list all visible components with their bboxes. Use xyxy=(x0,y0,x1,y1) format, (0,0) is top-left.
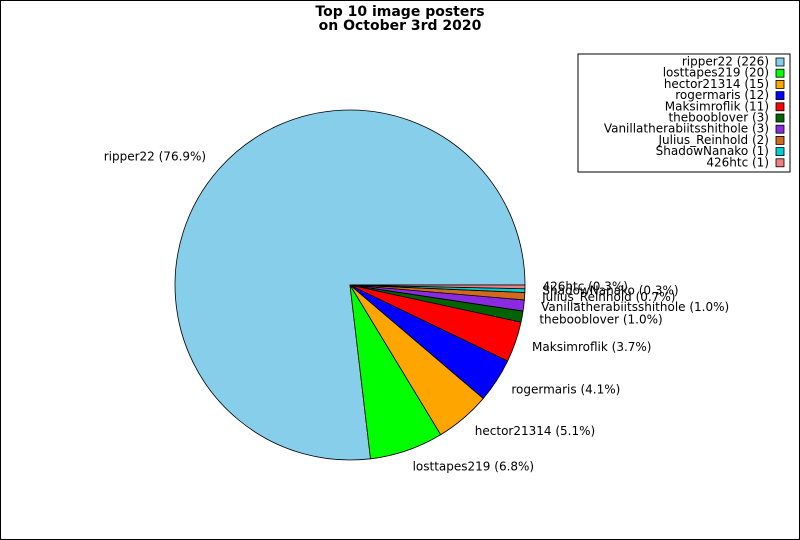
chart-title: Top 10 image posters xyxy=(315,4,484,20)
slice-label: Vanillatherabiitsshithole (1.0%) xyxy=(541,300,729,314)
legend-label: thebooblover (3) xyxy=(668,111,769,125)
legend-swatch xyxy=(775,113,785,123)
chart-title: on October 3rd 2020 xyxy=(319,18,482,34)
slice-label: ripper22 (76.9%) xyxy=(104,150,206,164)
legend-label: Julius_Reinhold (2) xyxy=(657,133,769,147)
legend-swatch xyxy=(775,147,785,157)
legend-swatch xyxy=(775,68,785,78)
legend-swatch xyxy=(775,124,785,134)
legend-box xyxy=(577,53,791,173)
legend-label: ripper22 (226) xyxy=(682,55,769,69)
slice-label: Julius_Reinhold (0.7%) xyxy=(541,290,675,304)
slice-label: hector21314 (5.1%) xyxy=(475,424,595,438)
legend-label: hector21314 (15) xyxy=(664,77,769,91)
legend-label: Maksimroflik (11) xyxy=(665,99,769,113)
legend-swatch xyxy=(775,80,785,89)
slice-label: Maksimroflik (3.7%) xyxy=(532,340,651,354)
legend-swatch xyxy=(775,135,785,145)
legend-label: Vanillatherabiitsshithole (3) xyxy=(604,122,769,136)
legend-label: rogermaris (12) xyxy=(675,88,769,102)
legend-label: ShadowNanako (1) xyxy=(656,144,769,158)
slice-label: losttapes219 (6.8%) xyxy=(413,460,535,474)
legend-swatch xyxy=(775,57,785,67)
legend-swatch xyxy=(775,158,785,168)
legend-swatch xyxy=(775,102,785,112)
slice-label: thebooblover (1.0%) xyxy=(539,312,662,326)
slice-label: rogermaris (4.1%) xyxy=(511,383,620,397)
pie-slice xyxy=(349,284,526,290)
slice-label: ShadowNanako (0.3%) xyxy=(542,284,678,298)
slice-label: 426htc (0.3%) xyxy=(542,280,627,294)
legend-swatch xyxy=(775,91,785,100)
legend-label: losttapes219 (20) xyxy=(663,66,769,80)
legend-label: 426htc (1) xyxy=(706,155,769,169)
